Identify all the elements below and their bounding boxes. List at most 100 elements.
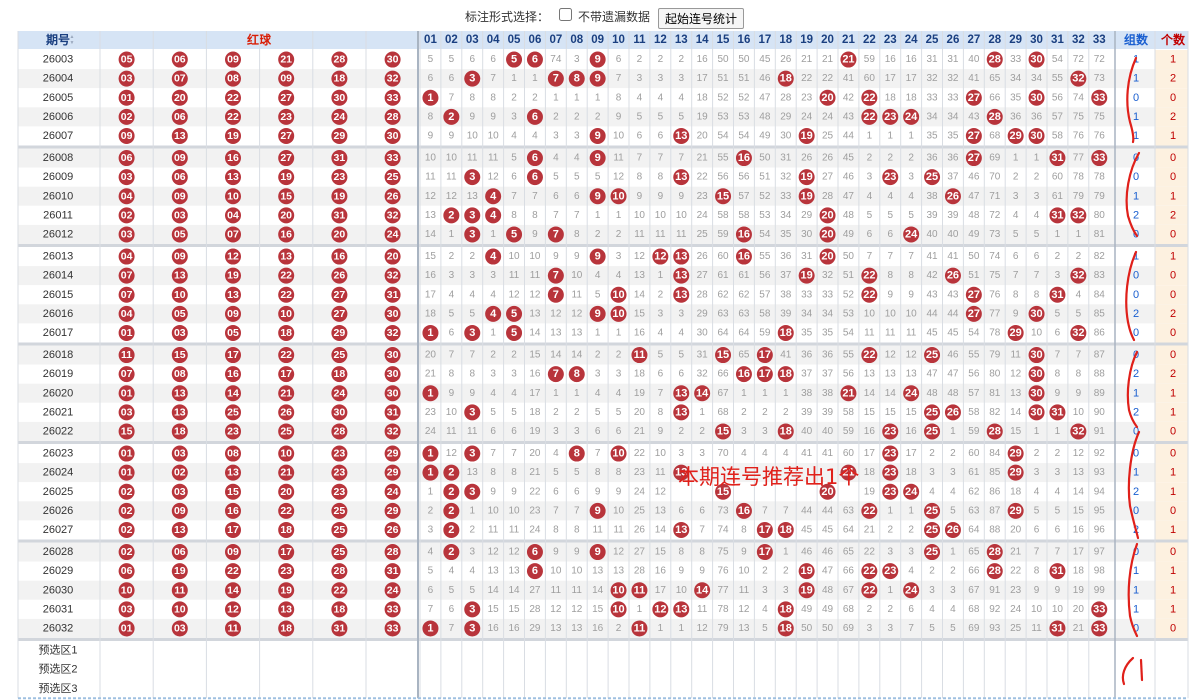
omission-value: 57 xyxy=(759,289,771,300)
groups-cell: 1 xyxy=(1133,603,1139,615)
omission-value: 41 xyxy=(947,251,959,262)
omission-value: 34 xyxy=(1031,73,1043,84)
omission-value: 14 xyxy=(508,585,520,596)
count-cell: 1 xyxy=(1170,486,1176,498)
omission-value: 10 xyxy=(529,251,541,262)
omission-value: 36 xyxy=(926,153,938,164)
hit-ball xyxy=(819,226,836,243)
omission-value: 12 xyxy=(488,547,500,558)
hit-ball-number: 2 xyxy=(448,209,454,221)
omission-value: 9 xyxy=(574,251,580,262)
omission-value: 52 xyxy=(717,92,729,103)
hit-ball-number: 10 xyxy=(612,190,624,202)
omission-value: 49 xyxy=(759,130,771,141)
omission-value: 5 xyxy=(574,467,580,478)
omission-value: 35 xyxy=(822,327,834,338)
number-header: 19 xyxy=(800,34,813,46)
hit-ball xyxy=(673,385,690,402)
red-ball-number: 02 xyxy=(121,111,133,123)
hit-ball xyxy=(1049,404,1066,421)
red-ball xyxy=(171,404,188,421)
red-ball-number: 18 xyxy=(334,368,346,380)
hit-ball-number: 33 xyxy=(1093,92,1105,104)
omission-value: 8 xyxy=(1034,289,1040,300)
red-ball-number: 26 xyxy=(387,190,399,202)
red-ball-number: 30 xyxy=(334,406,346,418)
omission-value: 21 xyxy=(822,54,834,65)
omission-value: 60 xyxy=(843,448,855,459)
sort-desc-icon[interactable]: ▼ xyxy=(70,40,75,46)
hit-ball-number: 25 xyxy=(926,546,938,558)
red-ball xyxy=(384,445,401,462)
red-ball-number: 15 xyxy=(121,425,133,437)
omission-value: 44 xyxy=(947,308,959,319)
groups-cell: 0 xyxy=(1133,327,1139,339)
omission-value: 5 xyxy=(449,308,455,319)
red-ball-number: 27 xyxy=(280,152,292,164)
omission-value: 11 xyxy=(446,172,457,183)
no-omission-label[interactable]: 不带遗漏数据 xyxy=(578,10,651,24)
reserve-row[interactable] xyxy=(18,641,1188,661)
red-ball xyxy=(118,366,135,383)
red-ball-number: 07 xyxy=(121,368,133,380)
omission-value: 83 xyxy=(1094,270,1106,281)
reserve-row[interactable] xyxy=(18,679,1188,699)
omission-value: 32 xyxy=(947,73,959,84)
hit-ball xyxy=(1007,127,1024,144)
omission-value: 45 xyxy=(759,54,771,65)
red-ball xyxy=(118,483,135,500)
red-ball-number: 25 xyxy=(334,505,346,517)
omission-value: 2 xyxy=(1013,172,1019,183)
omission-value: 15 xyxy=(1010,426,1022,437)
omission-value: 3 xyxy=(595,369,601,380)
red-ball-number: 22 xyxy=(227,111,239,123)
red-ball-number: 18 xyxy=(280,327,292,339)
omission-value: 80 xyxy=(989,369,1001,380)
count-cell: 0 xyxy=(1170,327,1176,339)
count-cell-bg xyxy=(1155,364,1188,384)
hit-ball xyxy=(882,423,899,440)
hit-ball xyxy=(715,347,732,364)
reserve-row[interactable] xyxy=(18,660,1188,680)
omission-value: 15 xyxy=(1073,505,1085,516)
red-ball xyxy=(278,366,295,383)
hit-ball xyxy=(464,226,481,243)
red-ball xyxy=(118,207,135,224)
red-ball-number: 26 xyxy=(334,270,346,282)
omission-value: 12 xyxy=(697,623,709,634)
hit-ball-number: 28 xyxy=(989,425,1001,437)
red-ball xyxy=(331,286,348,303)
number-header: 17 xyxy=(758,34,771,46)
omission-value: 2 xyxy=(428,505,434,516)
period-header[interactable]: 期号 xyxy=(46,32,70,47)
omission-value: 8 xyxy=(908,270,914,281)
no-omission-checkbox[interactable] xyxy=(559,8,572,21)
omission-value: 6 xyxy=(678,505,684,516)
omission-value: 2 xyxy=(783,566,789,577)
red-ball-number: 33 xyxy=(387,622,399,634)
omission-value: 85 xyxy=(989,467,1001,478)
omission-value: 2 xyxy=(469,524,475,535)
period-cell: 26025 xyxy=(43,486,74,498)
sort-asc-icon[interactable]: ▲ xyxy=(70,34,75,40)
red-ball-number: 25 xyxy=(334,349,346,361)
red-ball xyxy=(278,89,295,106)
omission-value: 8 xyxy=(699,547,705,558)
hit-ball xyxy=(861,582,878,599)
red-ball-number: 23 xyxy=(334,467,346,479)
omission-value: 9 xyxy=(637,191,643,202)
omission-value: 2 xyxy=(887,604,893,615)
red-ball-number: 04 xyxy=(121,251,133,263)
omission-value: 10 xyxy=(676,585,688,596)
red-ball xyxy=(384,267,401,284)
start-consecutive-stats-button[interactable]: 起始连号统计 xyxy=(658,8,745,29)
omission-value: 9 xyxy=(490,486,496,497)
omission-value: 11 xyxy=(446,426,457,437)
omission-value: 4 xyxy=(637,92,643,103)
red-ball xyxy=(118,286,135,303)
omission-value: 2 xyxy=(929,566,935,577)
omission-value: 51 xyxy=(759,172,771,183)
omission-value: 68 xyxy=(968,604,980,615)
omission-value: 84 xyxy=(1094,289,1106,300)
